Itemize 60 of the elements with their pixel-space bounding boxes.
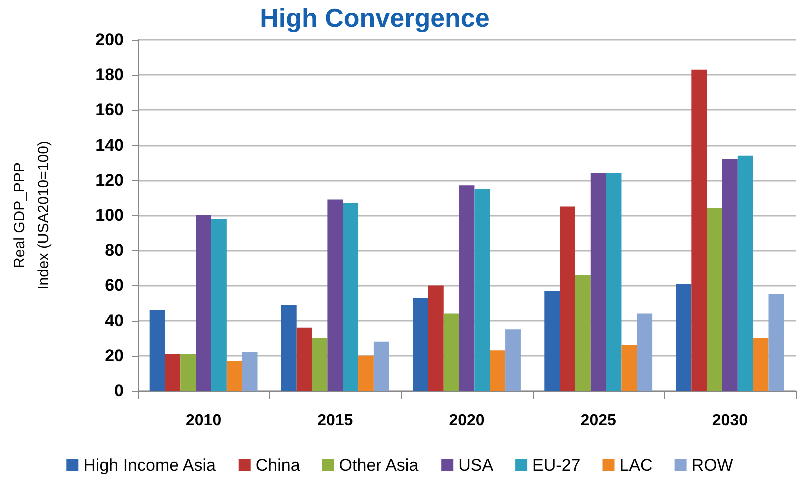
bar: [358, 356, 374, 391]
x-tick-label: 2020: [449, 412, 485, 430]
bar: [328, 200, 344, 391]
bar: [374, 342, 390, 391]
bar: [768, 294, 784, 391]
bar: [180, 354, 196, 391]
x-tick-label: 2010: [186, 412, 222, 430]
bar: [590, 173, 606, 391]
legend-label: USA: [458, 456, 494, 475]
y-tick-label: 100: [96, 206, 124, 225]
legend-label: LAC: [620, 456, 653, 475]
bar: [281, 305, 297, 391]
bar: [707, 208, 722, 391]
bar: [343, 203, 359, 391]
bar: [506, 330, 521, 391]
bar: [196, 216, 212, 391]
bar: [622, 345, 638, 391]
bar: [474, 189, 490, 391]
bar: [637, 314, 653, 391]
bar: [165, 354, 181, 391]
legend-label: High Income Asia: [84, 456, 216, 475]
y-tick-label: 20: [105, 346, 124, 366]
bar: [226, 361, 242, 391]
bar: [296, 328, 312, 391]
bar: [242, 352, 258, 391]
y-tick-label: 120: [96, 170, 124, 190]
y-tick-label: 140: [96, 136, 124, 155]
bar: [312, 338, 328, 391]
legend-label: EU-27: [532, 456, 581, 475]
y-tick-label: 40: [105, 311, 124, 330]
bar: [444, 314, 460, 391]
y-tick-label: 0: [114, 382, 124, 400]
x-tick-label: 2025: [580, 412, 616, 430]
legend-label: China: [256, 456, 301, 475]
chart-title: High Convergence: [260, 3, 490, 33]
bar: [753, 338, 769, 391]
bar: [560, 206, 576, 391]
bar: [212, 219, 227, 391]
bar: [459, 186, 475, 391]
bar: [150, 310, 166, 391]
y-tick-label: 160: [96, 100, 124, 120]
x-tick-label: 2015: [318, 412, 354, 430]
bar: [490, 350, 506, 391]
bar: [544, 290, 560, 391]
legend-label: Other Asia: [339, 456, 420, 475]
x-tick-label: 2030: [712, 412, 748, 430]
bar: [428, 286, 444, 391]
y-tick-label: 200: [96, 30, 124, 50]
bar: [692, 70, 708, 391]
bar: [676, 284, 692, 391]
bar: [575, 275, 591, 391]
bar: [738, 156, 754, 391]
y-tick-label: 80: [105, 241, 124, 260]
bar: [413, 298, 428, 391]
y-axis-title: Real GDP_PPP Index (USA2010=100): [12, 141, 52, 290]
bar: [606, 173, 622, 391]
bar: [722, 159, 738, 391]
legend-label: ROW: [692, 456, 734, 475]
y-tick-label: 180: [96, 66, 124, 85]
y-tick-label: 60: [105, 276, 124, 296]
